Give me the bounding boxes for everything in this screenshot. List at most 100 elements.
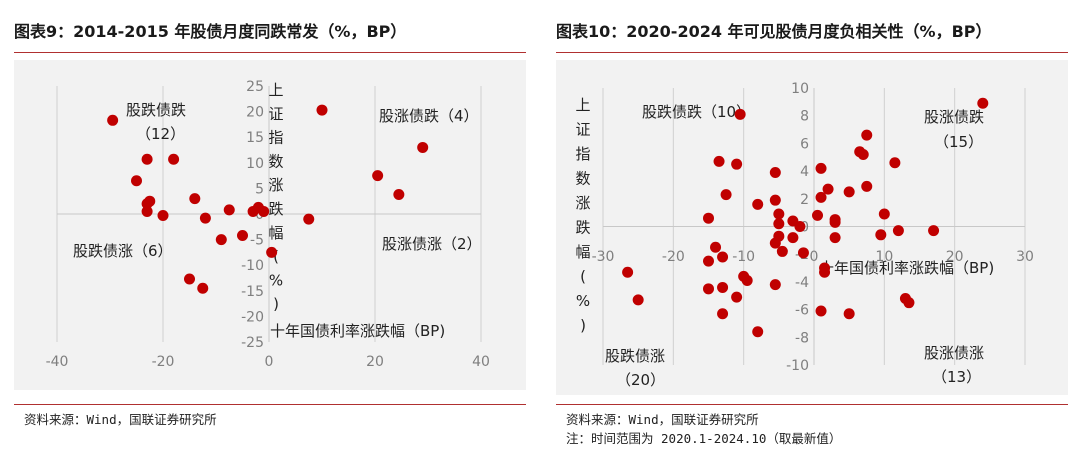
right-x-tick-label: 0 [810,249,819,265]
right-y-axis-label-char: 证 [575,121,590,139]
right-data-point [622,266,634,278]
left-data-point [157,210,169,222]
right-y-axis-label-char: ) [580,317,586,335]
right-data-point [752,198,764,210]
left-x-tick-label: -20 [152,354,175,370]
left-data-point [417,141,429,153]
left-y-tick-label: 5 [255,181,264,197]
right-data-point [815,191,827,203]
right-x-tick-label: 20 [946,249,964,265]
right-quadrant-label: 股涨债涨 [924,344,984,362]
left-y-tick-label: -10 [241,258,264,274]
right-data-point [977,97,989,109]
right-plot-area [556,60,1068,395]
left-y-tick-label: 25 [246,79,264,95]
right-data-point [734,108,746,120]
right-y-axis-label-char: 涨 [575,194,590,212]
right-y-axis-label-char: 指 [575,145,590,163]
left-y-axis-label-char: 上 [268,81,283,99]
right-quadrant-count: （20） [616,371,665,389]
left-data-point [141,205,153,217]
right-y-tick-label: 2 [800,192,809,208]
right-data-point [892,225,904,237]
left-title-rule [14,52,526,53]
right-y-tick-label: -10 [786,358,809,374]
right-quadrant-label: 股跌债涨 [605,347,665,365]
right-data-point [741,275,753,287]
left-quadrant-label: 股涨债跌（4） [379,107,479,125]
right-x-tick-label: 30 [1016,249,1034,265]
left-y-axis-label-char: % [269,271,283,289]
left-bottom-rule [14,404,526,405]
right-y-axis-label-char: 幅 [575,243,590,261]
right-y-axis-label-char: 数 [575,170,590,188]
right-data-point [812,209,824,221]
right-x-tick-label: 10 [875,249,893,265]
left-y-tick-label: -20 [241,309,264,325]
right-data-point [773,208,785,220]
right-y-tick-label: 10 [791,81,809,97]
right-data-point [861,129,873,141]
right-x-tick-label: -20 [662,249,685,265]
right-data-point [703,212,714,224]
left-data-point [168,153,180,165]
left-chart-title: 图表9：2014-2015 年股债月度同跌常发（%，BP） [14,22,407,41]
left-y-tick-label: -5 [250,233,264,249]
right-data-point [731,291,743,303]
left-y-axis-label-char: ( [273,248,279,266]
right-data-point [878,208,890,220]
right-data-point [703,255,714,267]
right-x-tick-label: -30 [592,249,615,265]
left-quadrant-label: 股涨债涨（2） [382,235,482,253]
right-data-point [710,241,722,253]
left-quadrant-label: 股跌债涨（6） [73,242,173,260]
left-data-point [189,193,201,205]
left-y-axis-label-char: 指 [268,129,283,147]
right-data-point [857,148,869,160]
left-data-point [303,213,315,225]
right-data-point [815,162,827,174]
right-data-point [731,158,743,170]
left-y-tick-label: 20 [246,105,264,121]
right-data-point [843,186,855,198]
left-x-axis-label: 十年国债利率涨跌幅（BP) [270,322,445,340]
right-data-point [776,245,788,257]
left-data-point [372,170,384,182]
left-y-axis-label-char: 数 [268,152,283,170]
left-data-point [393,189,405,201]
right-y-axis-label-char: ( [580,268,586,286]
right-data-point [829,232,841,244]
right-data-point [819,266,831,278]
right-data-point [773,218,785,230]
right-y-axis-label-char: 跌 [575,219,590,237]
left-data-point [199,212,211,224]
left-y-axis-label-char: 证 [268,105,283,123]
right-x-tick-label: -10 [732,249,755,265]
right-data-point [769,166,781,178]
left-source-text: 资料来源：Wind，国联证券研究所 [24,412,217,427]
right-note-text: 注：时间范围为 2020.1-2024.10（取最新值） [566,431,842,446]
right-data-point [769,279,781,291]
right-data-point [752,326,764,338]
left-data-point [316,104,328,116]
left-data-point [131,175,142,187]
left-data-point [107,114,119,126]
right-data-point [822,183,834,195]
left-x-tick-label: 20 [366,354,384,370]
left-data-point [223,204,235,216]
right-quadrant-label: 股跌债跌（10） [642,103,751,121]
right-data-point [861,180,873,192]
right-y-tick-label: -8 [795,330,809,346]
right-data-point [794,221,806,232]
left-data-point [184,273,195,285]
left-data-point [141,153,153,165]
right-data-point [928,225,940,237]
left-data-point [266,246,278,258]
right-y-tick-label: -4 [795,275,809,291]
right-data-point [703,283,714,295]
right-y-tick-label: 6 [800,136,809,152]
right-quadrant-count: （13） [932,368,981,386]
right-data-point [713,155,725,167]
right-data-point [632,294,644,306]
